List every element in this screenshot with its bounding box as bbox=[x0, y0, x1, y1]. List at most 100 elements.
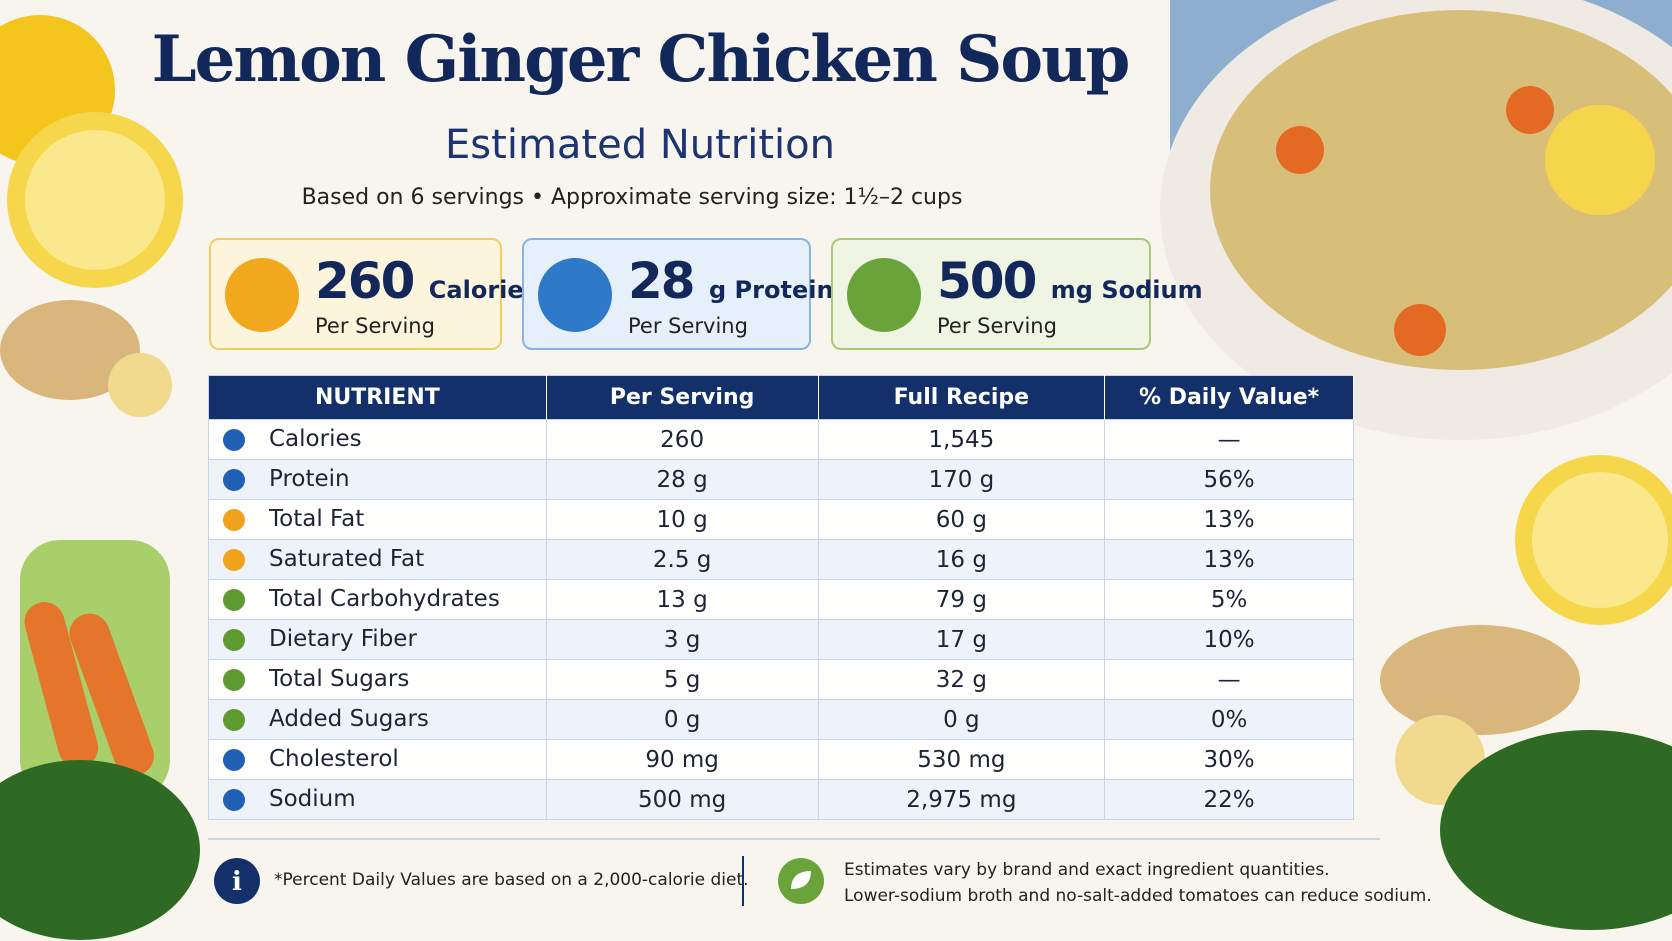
card-value: 260 Calories bbox=[315, 252, 538, 310]
soup bbox=[1210, 10, 1672, 370]
cell: 530 mg bbox=[818, 739, 1106, 780]
cell: 0 g bbox=[546, 699, 819, 740]
nutrient-icon bbox=[223, 508, 245, 531]
nutrient-name: Sodium bbox=[269, 786, 356, 813]
lemon-slice-inner bbox=[1532, 472, 1668, 608]
table-row: Saturated Fat 2.5 g 16 g 13% bbox=[208, 539, 1354, 580]
nutrient-name: Cholesterol bbox=[269, 746, 399, 773]
carrot bbox=[24, 602, 99, 768]
cell: 1,545 bbox=[818, 419, 1106, 460]
value: 28 bbox=[628, 252, 696, 310]
cell: 16 g bbox=[818, 539, 1106, 580]
subtitle: Estimated Nutrition bbox=[445, 122, 835, 168]
cell: — bbox=[1104, 659, 1354, 700]
carrot-piece bbox=[1506, 86, 1554, 134]
cell: 60 g bbox=[818, 499, 1106, 540]
nutrient-cell: Total Carbohydrates bbox=[208, 579, 547, 620]
cell: 0 g bbox=[818, 699, 1106, 740]
card-sub: Per Serving bbox=[315, 314, 435, 338]
carrot bbox=[69, 613, 154, 776]
table-row: Total Carbohydrates 13 g 79 g 5% bbox=[208, 579, 1354, 620]
table-row: Total Fat 10 g 60 g 13% bbox=[208, 499, 1354, 540]
cell: — bbox=[1104, 419, 1354, 460]
calories-card: 260 Calories Per Serving bbox=[209, 238, 538, 350]
sodium-card: 500 mg Sodium Per Serving bbox=[831, 238, 1203, 350]
title: Lemon Ginger Chicken Soup bbox=[151, 22, 1131, 97]
column-header: % Daily Value* bbox=[1104, 375, 1354, 420]
nutrient-icon bbox=[223, 428, 245, 451]
card-sub: Per Serving bbox=[937, 314, 1057, 338]
leaf-icon bbox=[778, 858, 824, 904]
nutrient-cell: Protein bbox=[208, 459, 547, 500]
nutrient-name: Total Carbohydrates bbox=[269, 586, 500, 613]
unit: g Protein bbox=[709, 276, 834, 304]
cell: 30% bbox=[1104, 739, 1354, 780]
cell: 13% bbox=[1104, 499, 1354, 540]
unit: mg Sodium bbox=[1050, 276, 1203, 304]
nutrient-name: Protein bbox=[269, 466, 350, 493]
muscle-icon bbox=[538, 258, 612, 332]
table-row: Dietary Fiber 3 g 17 g 10% bbox=[208, 619, 1354, 660]
ginger bbox=[1380, 625, 1580, 735]
cell: 17 g bbox=[818, 619, 1106, 660]
table-body: Calories 260 1,545— Protein 28 g 170 g 56% Tota… bbox=[208, 419, 1354, 820]
cell: 28 g bbox=[546, 459, 819, 500]
column-header: NUTRIENT bbox=[208, 375, 547, 420]
daily-value-note: *Percent Daily Values are based on a 2,0… bbox=[274, 870, 749, 890]
ginger-slice bbox=[108, 353, 172, 417]
nutrient-name: Dietary Fiber bbox=[269, 626, 417, 653]
protein-card: 28 g Protein Per Serving bbox=[522, 238, 834, 350]
cell: 10% bbox=[1104, 619, 1354, 660]
table-row: Total Sugars 5 g 32 g — bbox=[208, 659, 1354, 700]
nutrient-cell: Cholesterol bbox=[208, 739, 547, 780]
nutrient-cell: Calories bbox=[208, 419, 547, 460]
table-row: Sodium 500 mg 2,975 mg 22% bbox=[208, 779, 1354, 820]
cell: 13% bbox=[1104, 539, 1354, 580]
column-header: Full Recipe bbox=[818, 375, 1106, 420]
nutrient-name: Added Sugars bbox=[269, 706, 429, 733]
table-row: Calories 260 1,545— bbox=[208, 419, 1354, 460]
carrot-piece bbox=[1394, 304, 1446, 356]
nutrient-icon bbox=[223, 548, 245, 571]
nutrient-cell: Sodium bbox=[208, 779, 547, 820]
cell: 32 g bbox=[818, 659, 1106, 700]
info-icon: i bbox=[214, 858, 260, 904]
ginger bbox=[0, 300, 140, 400]
cell: 260 bbox=[546, 419, 819, 460]
nutrient-icon bbox=[223, 788, 245, 811]
separator bbox=[742, 856, 744, 906]
nutrient-name: Saturated Fat bbox=[269, 546, 425, 573]
cell: 90 mg bbox=[546, 739, 819, 780]
estimate-note-1: Estimates vary by brand and exact ingred… bbox=[844, 860, 1330, 880]
table-row: Protein 28 g 170 g 56% bbox=[208, 459, 1354, 500]
flame-icon bbox=[225, 258, 299, 332]
carrot-piece bbox=[1276, 126, 1324, 174]
nutrient-cell: Dietary Fiber bbox=[208, 619, 547, 660]
nutrient-name: Total Sugars bbox=[269, 666, 410, 693]
nutrient-icon bbox=[223, 668, 245, 691]
divider bbox=[208, 838, 1380, 840]
serving-note: Based on 6 servings • Approximate servin… bbox=[301, 185, 963, 210]
card-sub: Per Serving bbox=[628, 314, 748, 338]
spinach bbox=[1440, 730, 1672, 930]
cell: 13 g bbox=[546, 579, 819, 620]
nutrient-cell: Total Sugars bbox=[208, 659, 547, 700]
cell: 10 g bbox=[546, 499, 819, 540]
header-row: NUTRIENT Per Serving Full Recipe% Daily Va… bbox=[208, 375, 1354, 420]
unit: Calories bbox=[428, 276, 538, 304]
column-header: Per Serving bbox=[546, 375, 819, 420]
nutrient-cell: Saturated Fat bbox=[208, 539, 547, 580]
cell: 2.5 g bbox=[546, 539, 819, 580]
lemon-wedge bbox=[1545, 105, 1655, 215]
nutrition-table: NUTRIENT Per Serving Full Recipe% Daily Va… bbox=[208, 375, 1354, 820]
cell: 3 g bbox=[546, 619, 819, 660]
cell: 2,975 mg bbox=[818, 779, 1106, 820]
cell: 0% bbox=[1104, 699, 1354, 740]
nutrient-name: Calories bbox=[269, 426, 362, 453]
spinach bbox=[0, 760, 200, 940]
card-value: 28 g Protein bbox=[628, 252, 834, 310]
nutrient-icon bbox=[223, 628, 245, 651]
cell: 79 g bbox=[818, 579, 1106, 620]
